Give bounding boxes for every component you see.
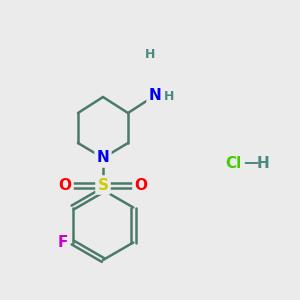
Text: O: O bbox=[134, 178, 148, 193]
Text: H: H bbox=[256, 155, 269, 170]
Text: F: F bbox=[58, 235, 68, 250]
Text: H: H bbox=[145, 49, 155, 62]
Text: —: — bbox=[243, 155, 259, 170]
Text: N: N bbox=[97, 151, 110, 166]
Text: H: H bbox=[164, 91, 174, 103]
Text: S: S bbox=[98, 178, 109, 193]
Text: O: O bbox=[58, 178, 71, 193]
Text: Cl: Cl bbox=[225, 155, 241, 170]
Text: N: N bbox=[148, 88, 161, 103]
